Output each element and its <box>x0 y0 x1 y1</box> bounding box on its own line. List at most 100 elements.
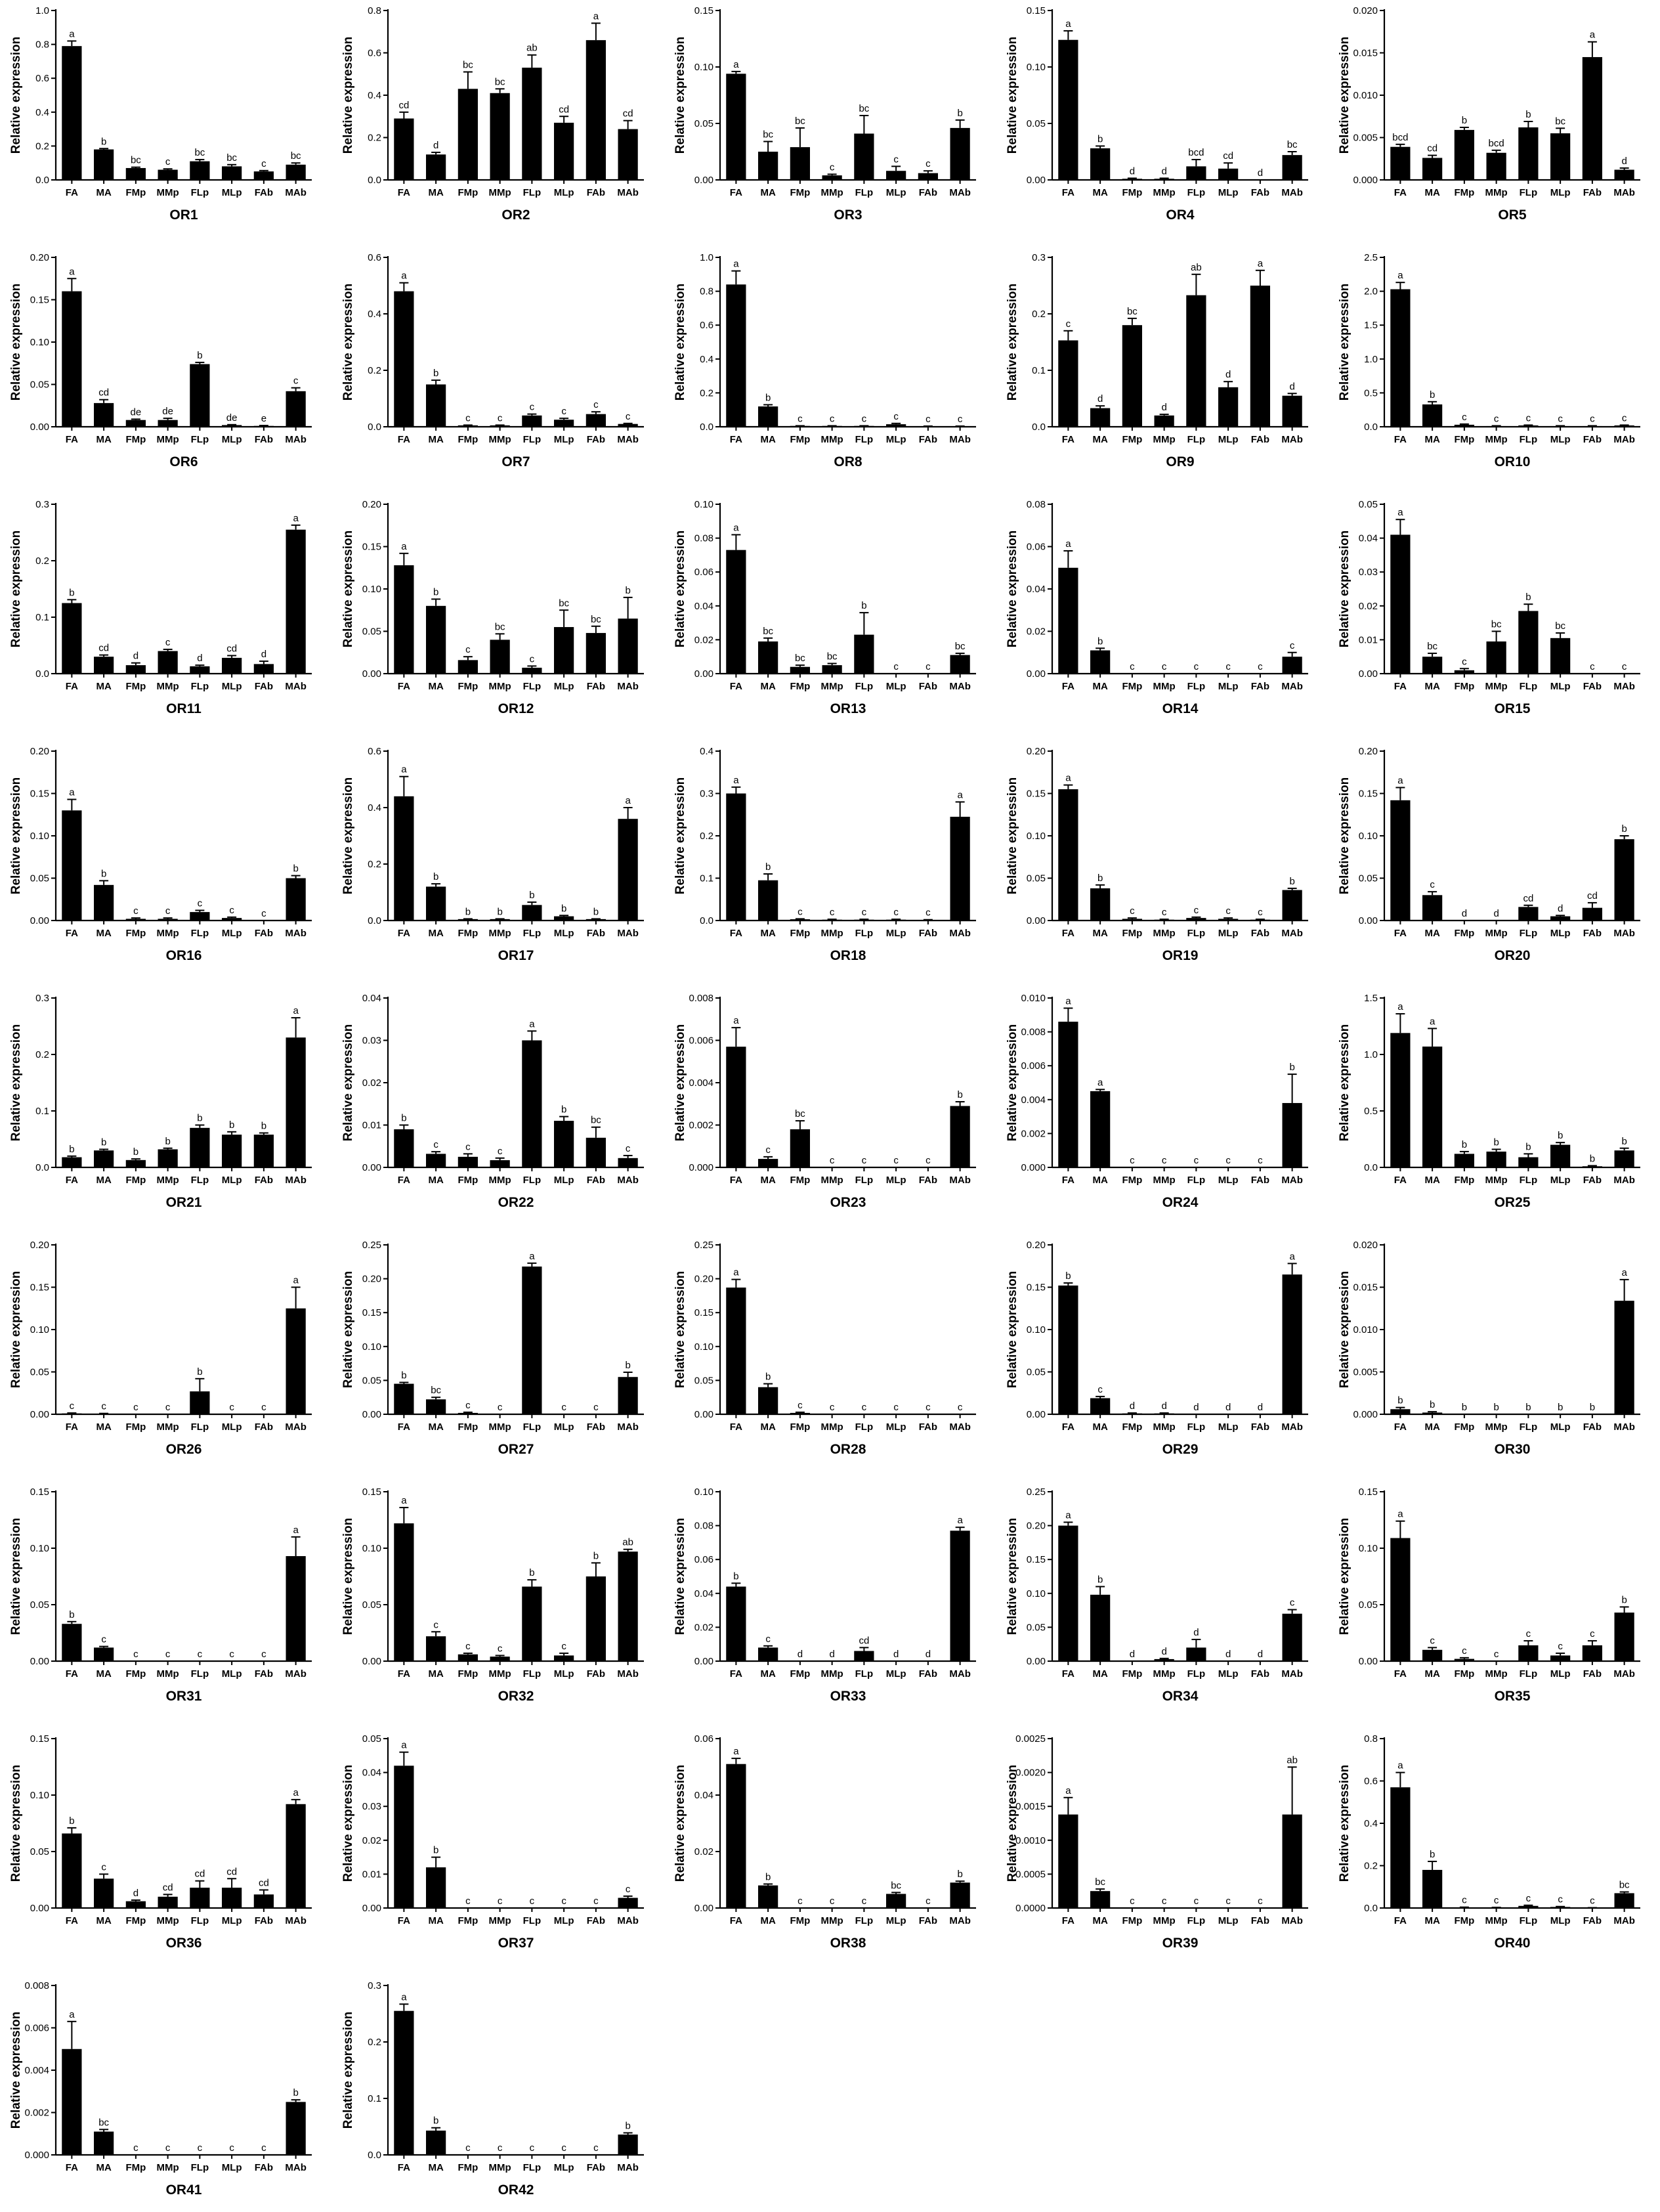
bar-fab <box>1582 1645 1602 1661</box>
x-tick-label: MLp <box>554 1668 574 1680</box>
x-tick-label: FLp <box>523 1668 542 1680</box>
y-tick-label: 0.00 <box>1359 915 1378 926</box>
bar-mab <box>1614 169 1634 180</box>
x-tick-label: FLp <box>1520 928 1538 939</box>
y-tick-label: 0.00 <box>694 1656 713 1667</box>
x-tick-label: MA <box>428 434 443 445</box>
bar-fa <box>394 1129 414 1167</box>
bar-mlp <box>1218 168 1239 180</box>
y-tick-label: 0.3 <box>700 789 713 800</box>
x-tick-label: FA <box>730 681 742 692</box>
panel-title: OR15 <box>1495 701 1531 716</box>
x-tick-label: MMp <box>1485 1915 1508 1926</box>
y-axis-label: Relative expression <box>341 2012 355 2129</box>
significance-label: c <box>229 1649 234 1660</box>
significance-label: c <box>1194 1155 1199 1166</box>
x-tick-label: FLp <box>191 928 209 939</box>
y-tick-label: 0.8 <box>368 5 381 16</box>
y-tick-label: 0.01 <box>1359 634 1378 645</box>
bar-mmp <box>1154 179 1174 180</box>
y-axis-label: Relative expression <box>341 1271 355 1388</box>
panel-title: OR25 <box>1495 1195 1531 1210</box>
significance-label: bc <box>226 152 237 163</box>
significance-label: c <box>498 2142 503 2154</box>
significance-label: b <box>1097 133 1103 144</box>
significance-label: b <box>1097 873 1103 884</box>
significance-label: d <box>1225 369 1231 380</box>
x-tick-label: MAb <box>617 681 639 692</box>
panel-title: OR8 <box>834 454 862 469</box>
x-tick-label: MMp <box>1153 187 1176 198</box>
x-tick-label: FAb <box>1251 1915 1269 1926</box>
bar-fa <box>1390 800 1411 921</box>
bar-mab <box>1282 1814 1302 1908</box>
x-tick-label: FA <box>398 1668 410 1680</box>
bar-flp <box>1518 127 1539 180</box>
panel-or37: 0.00 0.01 0.02 0.03 0.04 0.05 Relative express… <box>341 1733 644 1951</box>
x-tick-label: MAb <box>617 187 639 198</box>
y-tick-label: 0.10 <box>1027 1324 1046 1335</box>
x-tick-label: FAb <box>255 1668 273 1680</box>
y-tick-label: 0.15 <box>362 1486 381 1498</box>
significance-label: a <box>733 1746 739 1757</box>
x-tick-label: MAb <box>617 1915 639 1926</box>
y-tick-label: 0.002 <box>689 1120 713 1131</box>
significance-label: c <box>1130 905 1135 917</box>
significance-label: bc <box>98 2117 109 2128</box>
bar-flp <box>1186 295 1206 427</box>
bar-fa <box>394 118 414 180</box>
significance-label: c <box>561 1402 566 1413</box>
significance-label: c <box>165 156 171 167</box>
significance-label: c <box>1258 661 1263 672</box>
y-tick-label: 0.6 <box>368 252 381 263</box>
y-tick-label: 0.004 <box>1021 1095 1046 1106</box>
x-tick-label: FAb <box>1583 681 1602 692</box>
y-tick-label: 0.0020 <box>1015 1767 1046 1779</box>
x-tick-label: FLp <box>855 928 874 939</box>
bar-mab <box>950 816 970 921</box>
bar-flp <box>190 161 210 180</box>
x-tick-label: MA <box>1092 1668 1107 1680</box>
x-tick-label: FA <box>730 928 742 939</box>
x-tick-label: FA <box>1062 1915 1075 1926</box>
significance-label: c <box>1590 1896 1595 1907</box>
x-tick-label: FAb <box>1251 1668 1269 1680</box>
x-tick-label: FA <box>66 681 78 692</box>
significance-label: c <box>830 1896 835 1907</box>
x-tick-label: FAb <box>1251 434 1269 445</box>
significance-label: a <box>733 522 739 533</box>
bar-fmp <box>1454 424 1474 427</box>
bar-flp <box>522 68 542 180</box>
bar-fmp <box>790 1412 810 1414</box>
x-tick-label: FMp <box>1122 1175 1142 1186</box>
significance-label: b <box>1525 109 1531 120</box>
x-tick-label: FAb <box>919 1421 937 1433</box>
significance-label: b <box>1621 1594 1627 1605</box>
y-tick-label: 0.08 <box>1027 499 1046 510</box>
panel-or16: 0.00 0.05 0.10 0.15 0.20 Relative expression a… <box>9 746 312 963</box>
bar-mlp <box>554 627 574 674</box>
x-tick-label: MLp <box>554 1175 574 1186</box>
y-tick-label: 0.20 <box>1027 746 1046 757</box>
bar-mab <box>1614 1613 1634 1661</box>
significance-label: c <box>1130 1155 1135 1166</box>
significance-label: d <box>1161 1646 1166 1657</box>
bar-mmp <box>1154 1659 1174 1661</box>
significance-label: a <box>401 1495 407 1506</box>
y-axis-label: Relative expression <box>1338 777 1351 894</box>
significance-label: b <box>401 1113 406 1124</box>
x-tick-label: MMp <box>1485 1175 1508 1186</box>
x-tick-label: MMp <box>1153 1175 1176 1186</box>
y-tick-label: 0.06 <box>694 1554 713 1565</box>
significance-label: a <box>1097 1077 1103 1088</box>
y-axis-label: Relative expression <box>1006 531 1019 647</box>
bar-mlp <box>554 122 574 180</box>
x-tick-label: MA <box>428 1175 443 1186</box>
significance-label: cd <box>623 108 633 119</box>
y-tick-label: 0.02 <box>694 1622 713 1633</box>
x-tick-label: FLp <box>523 434 542 445</box>
y-tick-label: 0.3 <box>368 1980 381 1991</box>
bar-mmp <box>158 1149 178 1167</box>
x-tick-label: FAb <box>919 434 937 445</box>
panel-title: OR20 <box>1495 948 1531 963</box>
